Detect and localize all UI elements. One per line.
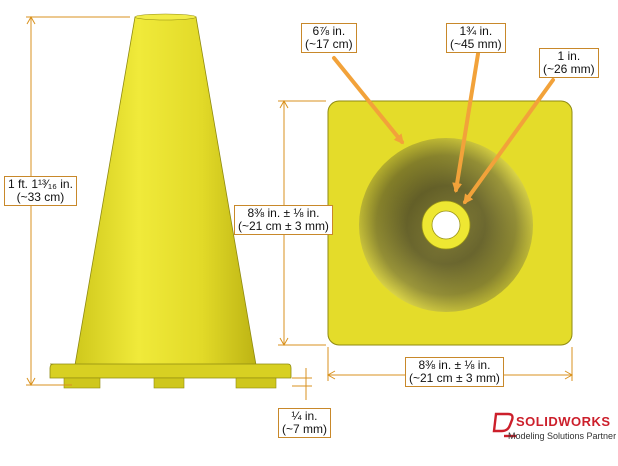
- base-bottom-right-tick: [564, 370, 574, 380]
- base-thickness-label: ¼ in. (~7 mm): [278, 408, 331, 438]
- cone-base-foot-left: [63, 377, 101, 389]
- solidworks-logo: SOLIDWORKS Modeling Solutions Partner: [488, 408, 618, 448]
- brand-tagline: Modeling Solutions Partner: [508, 431, 617, 441]
- brand-name: SOLIDWORKS: [516, 414, 611, 429]
- cone-base-plate: [49, 363, 292, 379]
- cone-tip: [134, 13, 197, 21]
- cone-body: [74, 16, 257, 366]
- base-side-bottom-tick: [279, 337, 289, 347]
- top-outer-diameter-label: 6⅞ in. (~17 cm): [301, 23, 357, 53]
- cone-height-label: 1 ft. 1¹³⁄₁₆ in. (~33 cm): [4, 176, 77, 206]
- height-bottom-tick: [26, 377, 36, 387]
- base-bottom-left-tick: [326, 370, 336, 380]
- base-side-top-tick: [279, 99, 289, 109]
- leader-arrows: [332, 52, 555, 205]
- outer-diameter-arrow: [332, 56, 404, 145]
- ds-logo-mark-icon: [492, 412, 516, 438]
- cone-side-view: [49, 13, 292, 389]
- ring-diameter-arrow: [452, 52, 480, 193]
- base-bottom-label: 8⅜ in. ± ⅛ in. (~21 cm ± 3 mm): [405, 357, 504, 387]
- top-ring-diameter-label: 1¾ in. (~45 mm): [446, 23, 506, 53]
- cone-top-view: [327, 100, 573, 346]
- cone-base-foot-right: [235, 377, 277, 389]
- top-hole-diameter-label: 1 in. (~26 mm): [539, 48, 599, 78]
- top-hole: [431, 210, 461, 240]
- hole-diameter-arrow: [463, 78, 555, 205]
- base-side-label: 8⅜ in. ± ⅛ in. (~21 cm ± 3 mm): [234, 205, 333, 235]
- cone-base-foot-mid: [153, 377, 185, 389]
- height-top-tick: [26, 15, 36, 25]
